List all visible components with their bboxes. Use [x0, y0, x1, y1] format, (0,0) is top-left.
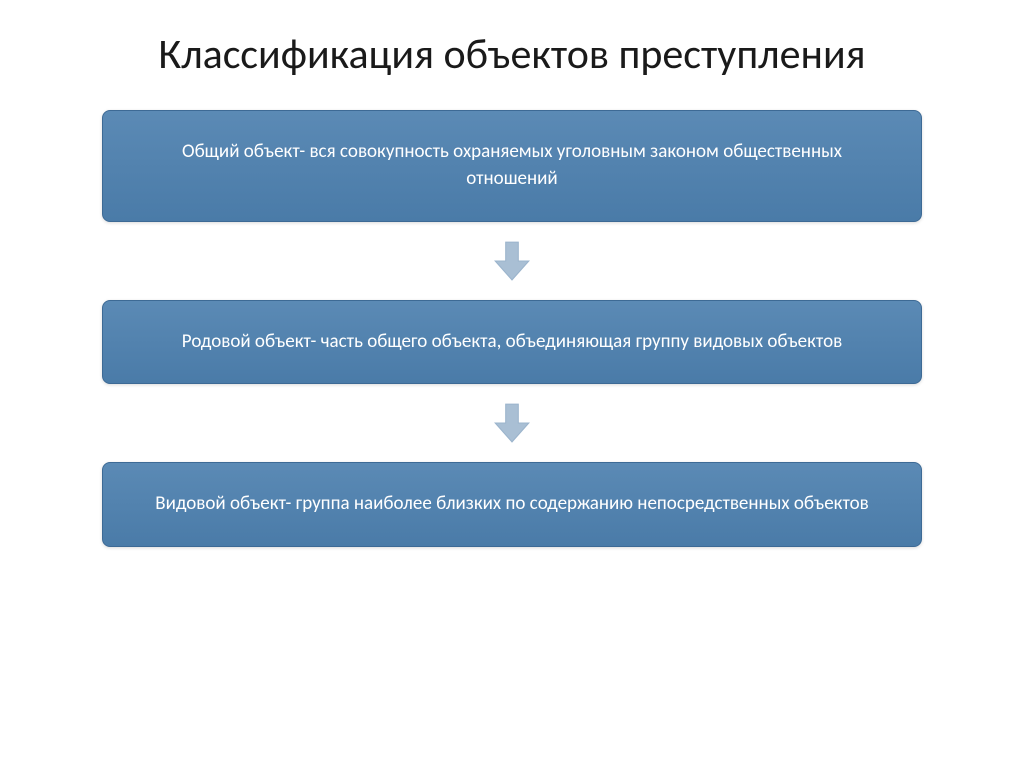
arrow-1 — [491, 240, 533, 282]
flow-box-2: Родовой объект- часть общего объекта, об… — [102, 300, 922, 385]
flow-box-1-text: Общий объект- вся совокупность охраняемы… — [182, 140, 842, 190]
flow-box-2-text: Родовой объект- часть общего объекта, об… — [182, 330, 842, 353]
flow-box-3-text: Видовой объект- группа наиболее близких … — [155, 492, 869, 515]
page-title: Классификация объектов преступления — [60, 30, 964, 80]
arrow-2 — [491, 402, 533, 444]
flowchart: Общий объект- вся совокупность охраняемы… — [60, 110, 964, 546]
arrow-down-icon — [491, 240, 533, 282]
flow-box-3: Видовой объект- группа наиболее близких … — [102, 462, 922, 547]
flow-box-1: Общий объект- вся совокупность охраняемы… — [102, 110, 922, 221]
arrow-down-icon — [491, 402, 533, 444]
